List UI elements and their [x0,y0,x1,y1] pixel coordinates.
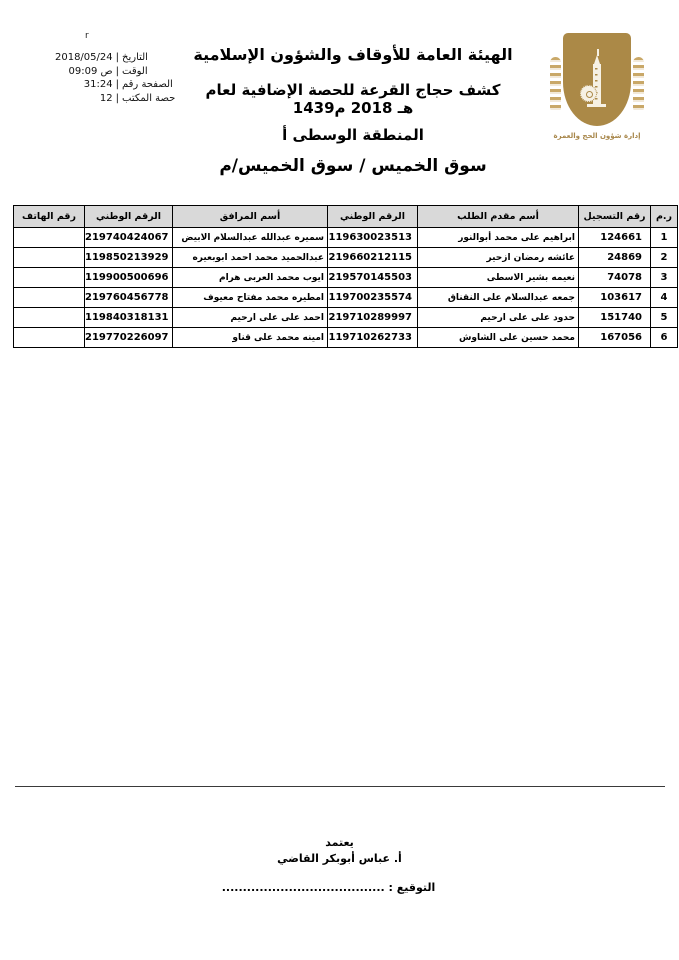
cell-registration: 24869 [578,247,651,268]
cell-phone [13,307,85,328]
doc-title-line1: كشف حجاج القرعة للحصة الإضافية لعام [205,81,501,99]
meta-divider: | [115,52,119,63]
cell-phone [13,227,85,248]
table-row: 5 151740 حدود على على ارحيم 219710289997… [13,307,678,328]
cell-row-number: 5 [650,307,678,328]
cell-row-number: 2 [650,247,678,268]
cell-national-id: 219570145503 [327,267,418,288]
cell-applicant-name: جمعه عبدالسلام على النقناق [417,287,579,308]
table-header-row: ر.م رقم التسجيل أسم مقدم الطلب الرقم الو… [13,205,678,228]
logo-caption: إدارة شؤون الحج والعمرة [553,132,641,140]
cell-registration: 151740 [578,307,651,328]
cell-registration: 74078 [578,267,651,288]
cell-companion-name: عبدالحميد محمد احمد ابوبعيره [172,247,328,268]
table-row: 1 124661 ابراهيم على محمد أبوالنور 11963… [13,227,678,248]
logo-ornament-left-icon [550,57,561,113]
cell-registration: 103617 [578,287,651,308]
region-title: المنطقة الوسطى أ [282,126,424,144]
table-row: 3 74078 نعيمه بشير الاسطى 219570145503 ا… [13,267,678,288]
meta-divider: | [115,79,119,90]
col-header-national-id: الرقم الوطني [327,205,418,228]
office-title: سوق الخميس / سوق الخميس/م [219,156,487,176]
cell-registration: 167056 [578,327,651,348]
minaret-icon [563,33,631,126]
pilgrims-table: ر.م رقم التسجيل أسم مقدم الطلب الرقم الو… [13,205,678,348]
cell-national-id: 119700235574 [327,287,418,308]
cell-applicant-name: محمد حسين على الشاوش [417,327,579,348]
cell-companion-national-id: 119850213929 [84,247,173,268]
meta-time-value: 09:09 ص [68,65,113,77]
meta-row-date: 2018/05/24 | التاريخ [28,51,180,65]
cell-registration: 124661 [578,227,651,248]
cell-companion-national-id: 119840318131 [84,307,173,328]
meta-office-quota-value: 12 [99,92,113,104]
cell-companion-national-id: 219760456778 [84,287,173,308]
meta-office-quota-label: حصة المكتب [122,92,176,104]
cell-row-number: 1 [650,227,678,248]
col-header-phone: رقم الهاتف [13,205,85,228]
logo-ornament-right-icon [633,57,644,113]
cell-national-id: 219710289997 [327,307,418,328]
col-header-companion-name: أسم المرافق [172,205,328,228]
approver-name: أ. عباس أبوبكر القاضي [277,852,402,865]
table-row: 4 103617 جمعه عبدالسلام على النقناق 1197… [13,287,678,308]
cell-national-id: 219660212115 [327,247,418,268]
cell-companion-name: امطيره محمد مفتاح معيوف [172,287,328,308]
cell-applicant-name: ابراهيم على محمد أبوالنور [417,227,579,248]
rosette-icon [580,85,597,102]
cell-row-number: 6 [650,327,678,348]
col-header-companion-national-id: الرقم الوطني [84,205,173,228]
cell-applicant-name: نعيمه بشير الاسطى [417,267,579,288]
meta-time-label: الوقت [122,65,148,77]
cell-phone [13,247,85,268]
cell-companion-name: احمد على على ارحيم [172,307,328,328]
cell-national-id: 119710262733 [327,327,418,348]
col-header-row-number: ر.م [650,205,678,228]
footer-divider [15,786,665,787]
cell-companion-name: امينه محمد على قناو [172,327,328,348]
meta-date-label: التاريخ [122,52,148,63]
cell-companion-name: سميره عبدالله عبدالسلام الابيض [172,227,328,248]
cell-companion-national-id: 119900500696 [84,267,173,288]
cell-national-id: 119630023513 [327,227,418,248]
document-header: الهيئة العامة للأوقاف والشؤون الإسلامية … [172,45,534,176]
doc-title-line2: 1439هـ 2018 م [292,99,414,117]
meta-page-number-value: 31:24 [83,79,113,90]
cell-phone [13,267,85,288]
meta-row-time: 09:09 ص | الوقت [28,65,180,79]
meta-row-page-number: 31:24 | الصفحة رقم [28,78,180,92]
col-header-registration: رقم التسجيل [578,205,651,228]
table-row: 6 167056 محمد حسين على الشاوش 1197102627… [13,327,678,348]
cell-applicant-name: عائشه رمضان ازحير [417,247,579,268]
cell-phone [13,287,85,308]
cell-phone [13,327,85,348]
print-meta-block: 2018/05/24 | التاريخ 09:09 ص | الوقت 31:… [28,51,180,105]
cell-applicant-name: حدود على على ارحيم [417,307,579,328]
cell-companion-national-id: 219770226097 [84,327,173,348]
meta-divider: | [115,92,119,104]
meta-page-number-label: الصفحة رقم [122,79,173,90]
approve-label: يعتمد [325,836,354,849]
authority-logo: إدارة شؤون الحج والعمرة [546,33,648,140]
cell-companion-name: ايوب محمد العربى هرام [172,267,328,288]
signature-line: التوقيع : ..............................… [221,881,436,894]
meta-divider: | [115,65,119,77]
cell-row-number: 4 [650,287,678,308]
page-mark: r [85,31,89,41]
cell-companion-national-id: 219740424067 [84,227,173,248]
org-title: الهيئة العامة للأوقاف والشؤون الإسلامية [193,45,513,64]
meta-row-office-quota: 12 | حصة المكتب [28,92,180,106]
meta-date-value: 2018/05/24 [54,52,113,63]
approval-block: يعتمد أ. عباس أبوبكر القاضي التوقيع : ..… [0,836,679,894]
logo-shield-icon [563,33,631,126]
cell-row-number: 3 [650,267,678,288]
col-header-applicant-name: أسم مقدم الطلب [417,205,579,228]
table-row: 2 24869 عائشه رمضان ازحير 219660212115 ع… [13,247,678,268]
